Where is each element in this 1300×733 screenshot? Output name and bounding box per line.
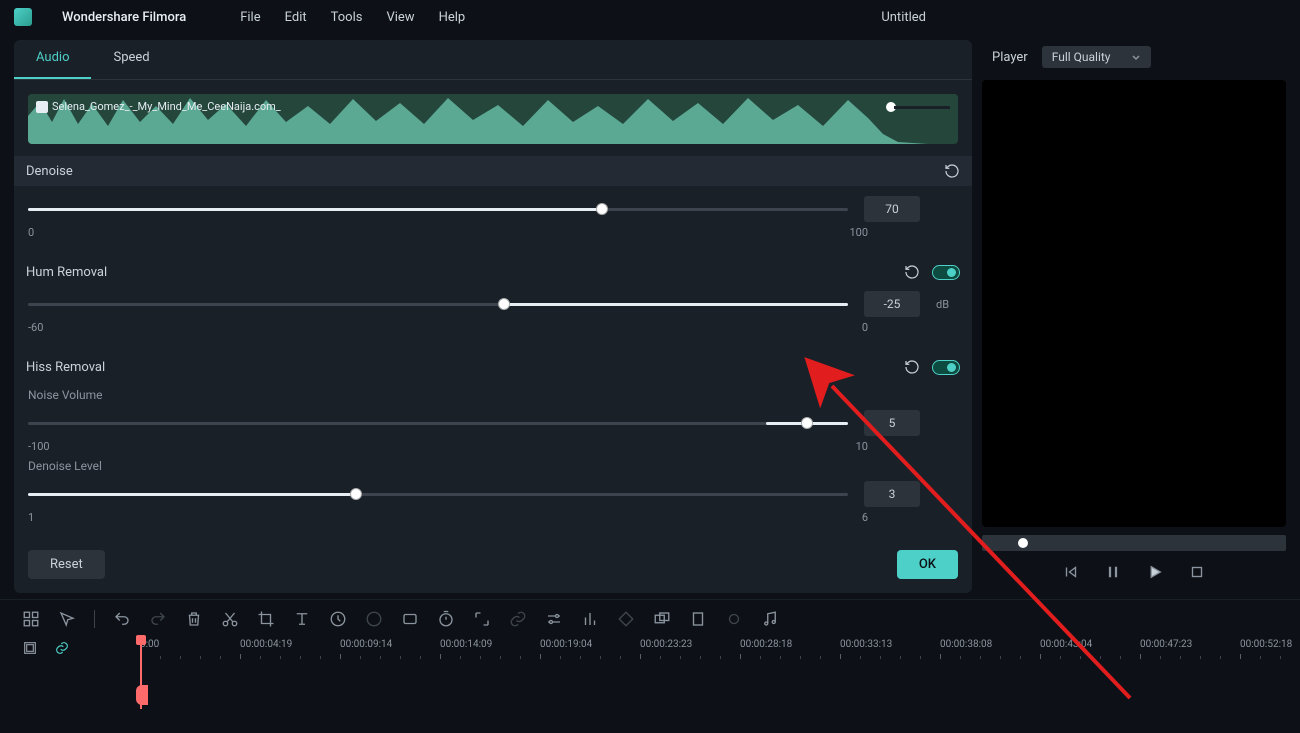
timer-icon[interactable]	[437, 610, 455, 628]
noise-volume-label: Noise Volume	[28, 388, 958, 402]
timeline-toolbar	[0, 599, 1300, 637]
menu-edit[interactable]: Edit	[285, 10, 307, 25]
menu-help[interactable]: Help	[439, 10, 466, 25]
reset-button[interactable]: Reset	[28, 550, 105, 579]
app-name: Wondershare Filmora	[62, 10, 186, 25]
scrubber-thumb[interactable]	[1018, 538, 1028, 548]
timeline-layers-icon[interactable]	[22, 640, 38, 656]
hum-value[interactable]: -25	[864, 291, 920, 317]
redo-icon[interactable]	[149, 610, 167, 628]
denoise-value[interactable]: 70	[864, 196, 920, 222]
hum-reset-icon[interactable]	[904, 264, 920, 280]
hum-title: Hum Removal	[26, 265, 107, 280]
chevron-down-icon	[1131, 52, 1141, 62]
denoise-lvl-max: 6	[862, 511, 868, 524]
audio-filename: Selena_Gomez_-_My_Mind_Me_CeeNaija.com_	[52, 100, 281, 113]
denoise-level-label: Denoise Level	[28, 459, 958, 473]
noise-vol-max: 10	[856, 440, 868, 453]
effects-icon[interactable]	[401, 610, 419, 628]
hum-max: 0	[862, 321, 868, 334]
marker-icon[interactable]	[689, 610, 707, 628]
hiss-toggle[interactable]	[932, 360, 960, 375]
denoise-max: 100	[849, 226, 868, 239]
denoise-reset-icon[interactable]	[944, 163, 960, 179]
menu-view[interactable]: View	[386, 10, 414, 25]
link-icon[interactable]	[509, 610, 527, 628]
video-preview[interactable]	[982, 80, 1286, 527]
hum-slider[interactable]	[28, 296, 848, 312]
audio-mixer-icon[interactable]	[581, 610, 599, 628]
hiss-section: Hiss Removal Noise Volume 5 -100 10	[14, 340, 972, 530]
color-icon[interactable]	[365, 610, 383, 628]
record-icon[interactable]	[725, 610, 743, 628]
hum-toggle[interactable]	[932, 265, 960, 280]
hum-unit: dB	[936, 298, 958, 311]
top-menu-bar: Wondershare Filmora File Edit Tools View…	[0, 0, 1300, 34]
waveform-fade-line	[894, 106, 950, 109]
panel-tabs: Audio Speed	[14, 40, 972, 80]
noise-volume-slider[interactable]	[28, 415, 848, 431]
quality-value: Full Quality	[1052, 50, 1111, 64]
hum-min: -60	[28, 321, 43, 334]
menu-tools[interactable]: Tools	[331, 10, 363, 25]
adjust-icon[interactable]	[545, 610, 563, 628]
prev-frame-icon[interactable]	[1062, 563, 1080, 581]
group-icon[interactable]	[653, 610, 671, 628]
music-note-icon	[36, 101, 48, 113]
delete-icon[interactable]	[185, 610, 203, 628]
timeline-ruler[interactable]: 0:0000:00:04:1900:00:09:1400:00:14:0900:…	[140, 637, 1290, 661]
denoise-level-value[interactable]: 3	[864, 481, 920, 507]
hiss-title: Hiss Removal	[26, 360, 105, 375]
timeline-link-icon[interactable]	[54, 640, 70, 656]
denoise-min: 0	[28, 226, 34, 239]
cursor-icon[interactable]	[58, 610, 76, 628]
noise-vol-min: -100	[28, 440, 50, 453]
player-scrubber[interactable]	[982, 535, 1286, 551]
menu-file[interactable]: File	[240, 10, 260, 25]
crop-icon[interactable]	[257, 610, 275, 628]
denoise-level-slider[interactable]	[28, 486, 848, 502]
denoise-title: Denoise	[26, 164, 73, 179]
play-icon[interactable]	[1146, 563, 1164, 581]
timeline[interactable]: 0:0000:00:04:1900:00:09:1400:00:14:0900:…	[0, 637, 1300, 709]
audio-edit-panel: Audio Speed Selena_Gomez_-_My_Mind_Me_Ce…	[14, 40, 972, 593]
undo-icon[interactable]	[113, 610, 131, 628]
stop-icon[interactable]	[1188, 563, 1206, 581]
cut-icon[interactable]	[221, 610, 239, 628]
quality-dropdown[interactable]: Full Quality	[1042, 46, 1151, 68]
hiss-reset-icon[interactable]	[904, 359, 920, 375]
pause-icon[interactable]	[1104, 563, 1122, 581]
expand-icon[interactable]	[473, 610, 491, 628]
hum-section: Hum Removal -25 dB -60 0	[14, 245, 972, 340]
audio-waveform[interactable]: Selena_Gomez_-_My_Mind_Me_CeeNaija.com_	[28, 94, 958, 144]
playhead-handle[interactable]	[136, 685, 148, 705]
playback-controls	[982, 551, 1286, 593]
document-title: Untitled	[881, 10, 926, 25]
grid-icon[interactable]	[22, 610, 40, 628]
speed-icon[interactable]	[329, 610, 347, 628]
player-label: Player	[992, 50, 1028, 65]
denoise-slider[interactable]	[28, 201, 848, 217]
keyframe-icon[interactable]	[617, 610, 635, 628]
denoise-lvl-min: 1	[28, 511, 34, 524]
ok-button[interactable]: OK	[897, 550, 958, 579]
tab-audio[interactable]: Audio	[14, 40, 91, 79]
denoise-section: Denoise 70 0 100	[14, 144, 972, 245]
text-icon[interactable]	[293, 610, 311, 628]
audio-clip-label: Selena_Gomez_-_My_Mind_Me_CeeNaija.com_	[36, 100, 281, 113]
player-panel: Player Full Quality	[982, 40, 1286, 593]
music-icon[interactable]	[761, 610, 779, 628]
tab-speed[interactable]: Speed	[91, 40, 171, 79]
noise-volume-value[interactable]: 5	[864, 410, 920, 436]
app-logo-icon	[14, 8, 32, 26]
